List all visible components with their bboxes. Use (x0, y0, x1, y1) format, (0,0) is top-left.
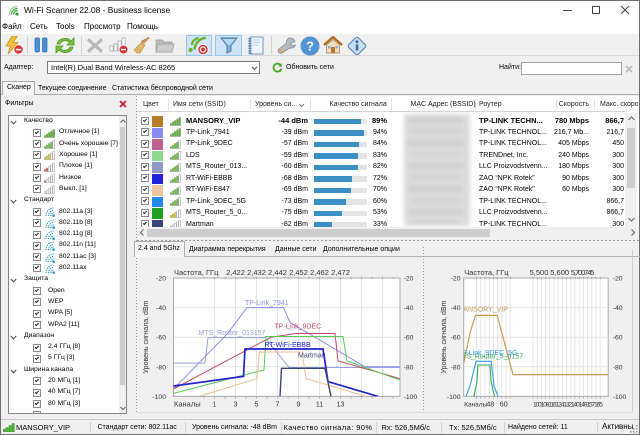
svg-text:-100: -100 (152, 394, 166, 401)
svg-text:-80: -80 (451, 364, 461, 371)
svg-text:2,432: 2,432 (247, 268, 266, 277)
svg-text:5,500: 5,500 (530, 268, 549, 277)
svg-text:TP-Link_7941: TP-Link_7941 (245, 300, 289, 307)
svg-text:5,700745: 5,700745 (571, 268, 594, 277)
svg-text:1: 1 (213, 402, 217, 409)
svg-text:TP-Link_9DEC_5G: TP-Link_9DEC_5G (458, 350, 518, 357)
svg-text:5,600: 5,600 (550, 268, 569, 277)
svg-text:7: 7 (276, 402, 280, 409)
svg-text:-40: -40 (613, 305, 623, 312)
svg-text:-20: -20 (613, 276, 623, 283)
svg-text:-60: -60 (156, 335, 166, 342)
svg-text:-20: -20 (404, 276, 414, 283)
svg-text:-20: -20 (451, 276, 461, 283)
svg-text:Уровень сигнала, dBm: Уровень сигнала, dBm (143, 300, 150, 373)
svg-text:2,472: 2,472 (331, 268, 350, 277)
svg-text:Уровень сигнала, dBm: Уровень сигнала, dBm (441, 300, 448, 373)
svg-text:MTS_Router_013157: MTS_Router_013157 (199, 330, 266, 337)
svg-text:-40: -40 (156, 305, 166, 312)
svg-text:-20: -20 (156, 276, 166, 283)
svg-text:5: 5 (255, 402, 259, 409)
svg-text:-100: -100 (613, 394, 627, 401)
svg-text:2,452: 2,452 (289, 268, 308, 277)
svg-text:48: 48 (487, 402, 495, 409)
svg-text:-60: -60 (404, 335, 414, 342)
svg-text:100108116124132140149157165: 100108116124132140149157165 (533, 402, 603, 409)
svg-text:TP-Link_9DEC: TP-Link_9DEC (275, 324, 322, 331)
svg-text:MTS_Router_5_0157: MTS_Router_5_0157 (456, 354, 523, 361)
svg-text:Частота, ГГц: Частота, ГГц (464, 268, 509, 277)
svg-text:2,462: 2,462 (310, 268, 329, 277)
svg-text:Martman: Martman (298, 353, 326, 360)
svg-text:?: ? (306, 39, 314, 54)
svg-text:-80: -80 (156, 364, 166, 371)
svg-text:9: 9 (297, 402, 301, 409)
svg-text:-100: -100 (447, 394, 461, 401)
svg-text:-40: -40 (451, 305, 461, 312)
svg-text:-60: -60 (613, 335, 623, 342)
svg-text:3: 3 (234, 402, 238, 409)
svg-text:60: 60 (500, 402, 508, 409)
svg-text:Частота, ГГц: Частота, ГГц (174, 268, 219, 277)
svg-text:2,442: 2,442 (268, 268, 287, 277)
svg-text:RT-WiFi-EBBB: RT-WiFi-EBBB (265, 342, 311, 349)
svg-text:Каналы: Каналы (174, 400, 201, 409)
svg-text:-40: -40 (404, 305, 414, 312)
svg-text:13: 13 (337, 402, 345, 409)
svg-text:-80: -80 (404, 364, 414, 371)
svg-text:2,422: 2,422 (226, 268, 245, 277)
svg-text:MANSORY_VIP: MANSORY_VIP (458, 307, 509, 314)
svg-text:11: 11 (316, 402, 323, 409)
svg-text:-100: -100 (404, 394, 418, 401)
svg-text:-80: -80 (613, 364, 623, 371)
svg-text:-60: -60 (451, 335, 461, 342)
svg-text:Каналы: Каналы (464, 402, 487, 409)
